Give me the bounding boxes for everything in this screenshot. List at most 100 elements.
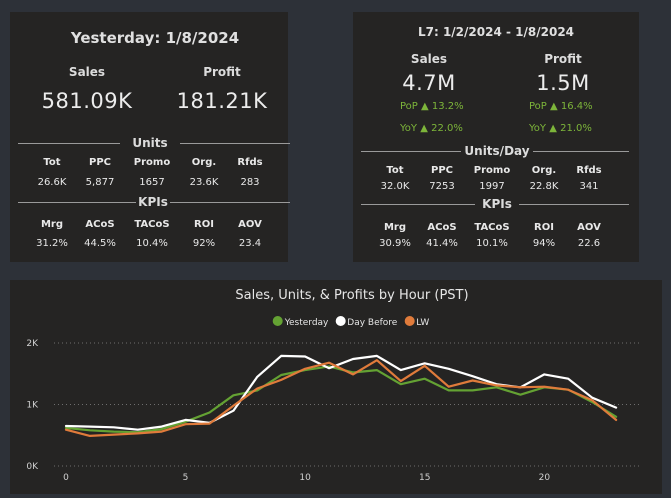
units-header-org: Org. xyxy=(531,165,557,176)
l7-kpis-divider-left xyxy=(361,204,475,205)
pop-value: 16.4% xyxy=(560,101,593,112)
yesterday-profit-value: 181.21K xyxy=(176,89,268,113)
yoy-label: YoY xyxy=(529,123,547,134)
legend-day-before-dot-icon xyxy=(335,316,346,326)
legend-lw[interactable]: LW xyxy=(404,316,430,328)
yesterday-profit-label: Profit xyxy=(203,65,241,79)
chart-legend: Yesterday Day Before LW xyxy=(272,316,434,328)
up-arrow-icon: ▲ xyxy=(421,101,429,112)
l7-kpis-divider-right xyxy=(519,204,629,205)
kpis-divider-left xyxy=(18,202,136,203)
yesterday-units-label: Units xyxy=(132,136,168,150)
l7-profit-value: 1.5M xyxy=(536,71,590,95)
kpi-value-roi: 92% xyxy=(192,238,216,249)
kpi-value-tacos: 10.1% xyxy=(476,238,508,249)
y-tick-label: 0K xyxy=(26,462,39,472)
kpi-value-acos: 41.4% xyxy=(426,238,458,249)
kpis-divider-right xyxy=(170,202,290,203)
kpi-value-mrg: 31.2% xyxy=(36,238,68,249)
units-value-org: 22.8K xyxy=(529,181,559,192)
legend-yesterday-dot-icon xyxy=(272,316,283,326)
yoy-value: 22.0% xyxy=(431,123,463,134)
x-tick-label: 20 xyxy=(539,473,551,483)
l7-sales-label: Sales xyxy=(410,52,448,66)
yesterday-sales-value: 581.09K xyxy=(41,89,133,113)
series-line-day-before xyxy=(64,354,618,431)
l7-profit-label: Profit xyxy=(544,52,582,66)
kpi-header-mrg: Mrg xyxy=(40,219,64,230)
l7-sales-pop: PoP ▲ 13.2% xyxy=(400,101,464,112)
chart-title: Sales, Units, & Profits by Hour (PST) xyxy=(235,288,469,303)
units-header-ppc: PPC xyxy=(431,165,453,176)
l7-units-label: Units/Day xyxy=(464,144,530,158)
units-value-tot: 32.0K xyxy=(380,181,410,192)
l7-kpis-label: KPIs xyxy=(482,197,512,211)
yesterday-sales-label: Sales xyxy=(68,65,106,79)
pop-value: 13.2% xyxy=(431,101,464,112)
units-header-rfds: Rfds xyxy=(237,157,263,168)
units-header-rfds: Rfds xyxy=(576,165,602,176)
kpi-value-mrg: 30.9% xyxy=(379,238,411,249)
kpi-header-acos: ACoS xyxy=(85,219,115,230)
units-header-tot: Tot xyxy=(43,157,61,168)
legend-yesterday[interactable]: Yesterday xyxy=(272,316,329,328)
yesterday-title: Yesterday: 1/8/2024 xyxy=(70,29,240,47)
x-tick-label: 10 xyxy=(299,473,311,483)
units-value-ppc: 5,877 xyxy=(85,177,115,188)
l7-profit-yoy: YoY ▲ 21.0% xyxy=(529,123,592,134)
units-value-org: 23.6K xyxy=(189,177,219,188)
units-header-promo: Promo xyxy=(133,157,171,168)
up-arrow-icon: ▲ xyxy=(420,123,428,134)
series-line-lw xyxy=(64,359,618,437)
units-header-ppc: PPC xyxy=(89,157,111,168)
kpi-header-acos: ACoS xyxy=(427,222,457,233)
hourly-chart-card: Sales, Units, & Profits by Hour (PST) Ye… xyxy=(10,280,662,494)
kpi-value-tacos: 10.4% xyxy=(136,238,168,249)
kpi-header-tacos: TACoS xyxy=(134,219,170,230)
series-line-yesterday xyxy=(64,365,618,434)
units-divider-left xyxy=(18,143,120,144)
units-value-rfds: 283 xyxy=(240,177,260,188)
kpi-value-aov: 22.6 xyxy=(577,238,601,249)
hourly-line-chart[interactable]: 0K 1K 2K 0 5 10 15 20 xyxy=(10,280,662,494)
kpi-header-aov: AOV xyxy=(238,219,262,230)
x-tick-label: 5 xyxy=(183,473,189,483)
units-value-tot: 26.6K xyxy=(37,177,67,188)
x-tick-label: 0 xyxy=(63,473,69,483)
legend-day-before-label: Day Before xyxy=(347,318,398,328)
units-value-promo: 1657 xyxy=(139,177,165,188)
units-value-ppc: 7253 xyxy=(429,181,455,192)
l7-sales-yoy: YoY ▲ 22.0% xyxy=(400,123,463,134)
kpi-value-acos: 44.5% xyxy=(84,238,116,249)
yoy-label: YoY xyxy=(400,123,418,134)
legend-yesterday-label: Yesterday xyxy=(284,318,329,328)
units-value-rfds: 341 xyxy=(579,181,599,192)
units-day-divider-left xyxy=(361,151,461,152)
legend-lw-label: LW xyxy=(416,318,430,328)
units-value-promo: 1997 xyxy=(479,181,505,192)
pop-label: PoP xyxy=(529,101,547,112)
up-arrow-icon: ▲ xyxy=(549,123,557,134)
l7-card: L7: 1/2/2024 - 1/8/2024 Sales Profit 4.7… xyxy=(353,12,639,262)
l7-title: L7: 1/2/2024 - 1/8/2024 xyxy=(417,25,575,39)
kpi-value-aov: 23.4 xyxy=(238,238,262,249)
kpi-header-roi: ROI xyxy=(194,219,214,230)
units-header-promo: Promo xyxy=(473,165,511,176)
yoy-value: 21.0% xyxy=(560,123,592,134)
up-arrow-icon: ▲ xyxy=(550,101,558,112)
legend-lw-dot-icon xyxy=(404,316,415,326)
l7-profit-pop: PoP ▲ 16.4% xyxy=(529,101,593,112)
units-header-tot: Tot xyxy=(386,165,404,176)
y-tick-label: 2K xyxy=(26,339,39,349)
l7-sales-value: 4.7M xyxy=(402,71,456,95)
pop-label: PoP xyxy=(400,101,418,112)
units-day-divider-right xyxy=(533,151,629,152)
y-tick-label: 1K xyxy=(26,401,39,411)
legend-day-before[interactable]: Day Before xyxy=(335,316,398,328)
units-header-org: Org. xyxy=(191,157,217,168)
yesterday-card: Yesterday: 1/8/2024 Sales Profit 581.09K… xyxy=(10,12,290,262)
kpi-header-mrg: Mrg xyxy=(383,222,407,233)
kpi-header-tacos: TACoS xyxy=(474,222,510,233)
yesterday-kpis-label: KPIs xyxy=(138,195,168,209)
x-tick-label: 15 xyxy=(419,473,430,483)
